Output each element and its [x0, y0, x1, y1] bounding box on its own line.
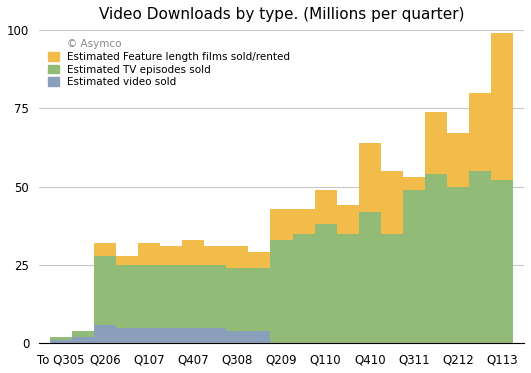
Title: Video Downloads by type. (Millions per quarter): Video Downloads by type. (Millions per q… [99, 7, 464, 22]
Legend: © Asymco, Estimated Feature length films sold/rented, Estimated TV episodes sold: © Asymco, Estimated Feature length films… [44, 35, 294, 91]
